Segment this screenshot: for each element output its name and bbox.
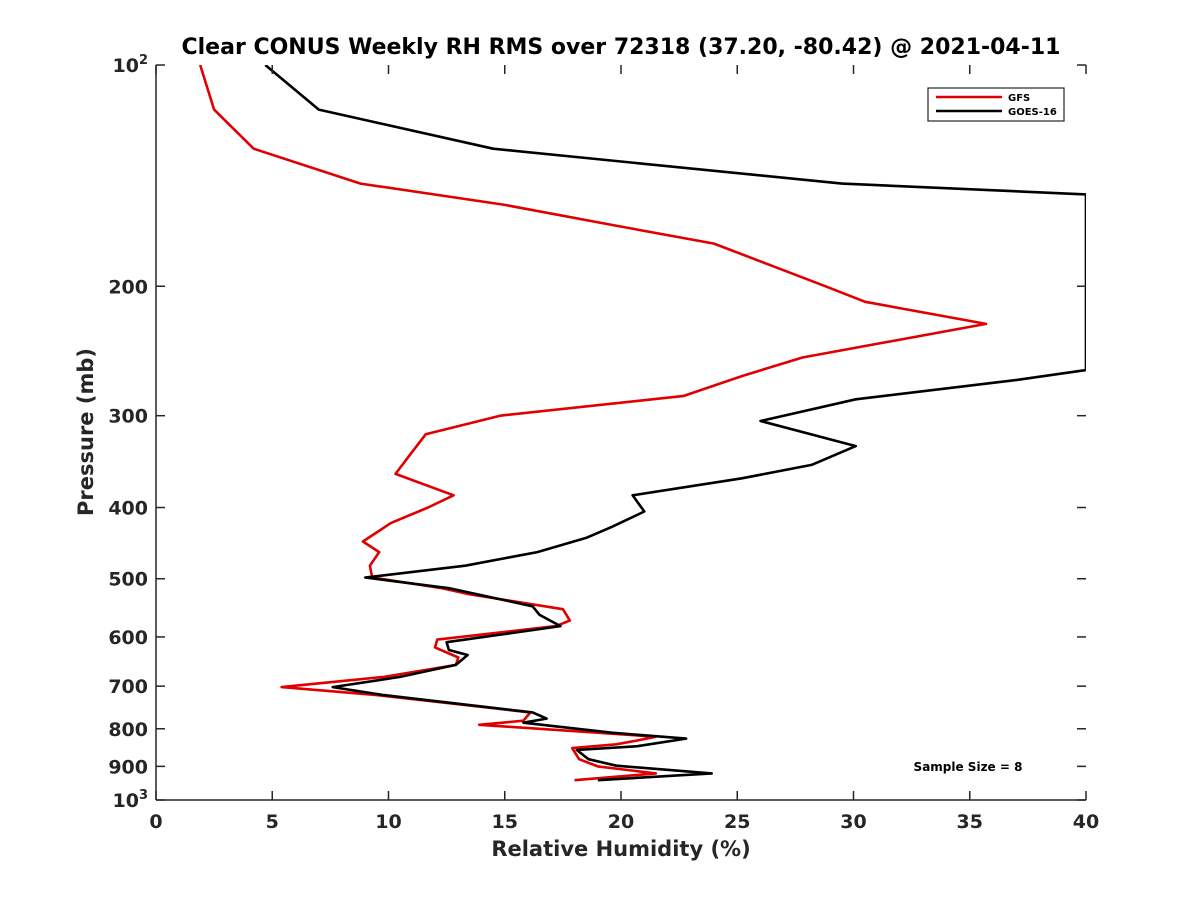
series-line-goes-16 (264, 65, 1086, 782)
axes: 0 5 10 15 20 25 30 35 40 102 200 300 400 500 600 700 80… (108, 53, 1099, 833)
legend-label-goes16: GOES-16 (1008, 107, 1057, 118)
series-line-gfs (198, 65, 988, 782)
x-tick-label: 30 (840, 811, 866, 833)
y-tick-label: 200 (108, 276, 148, 298)
x-axis-label: Relative Humidity (%) (491, 837, 750, 861)
x-tick-label: 0 (149, 811, 162, 833)
legend-label-gfs: GFS (1008, 93, 1030, 104)
y-tick-label: 700 (108, 676, 148, 698)
x-tick-label: 35 (957, 811, 983, 833)
y-tick-label: 800 (108, 719, 148, 741)
y-tick-label: 500 (108, 569, 148, 591)
series-layer (198, 65, 1086, 782)
sample-size-annotation: Sample Size = 8 (914, 760, 1023, 774)
plot-area (198, 65, 1086, 782)
y-tick-label: 103 (113, 788, 149, 812)
y-tick-label: 600 (108, 627, 148, 649)
x-tick-label: 20 (608, 811, 634, 833)
x-tick-label: 10 (375, 811, 401, 833)
x-tick-label: 25 (724, 811, 750, 833)
x-ticks: 0 5 10 15 20 25 30 35 40 (149, 65, 1099, 833)
y-ticks: 102 200 300 400 500 600 700 800 900 103 (108, 53, 1086, 812)
legend-box (927, 87, 1065, 122)
y-tick-label: 400 (108, 498, 148, 520)
y-tick-label: 900 (108, 756, 148, 778)
legend: GFS GOES-16 (927, 87, 1065, 122)
y-axis-label: Pressure (mb) (74, 348, 98, 516)
x-tick-label: 15 (492, 811, 518, 833)
chart-title: Clear CONUS Weekly RH RMS over 72318 (37… (182, 35, 1061, 60)
x-tick-label: 5 (266, 811, 279, 833)
y-tick-label: 300 (108, 406, 148, 428)
x-tick-label: 40 (1073, 811, 1099, 833)
y-tick-label: 102 (113, 53, 149, 77)
